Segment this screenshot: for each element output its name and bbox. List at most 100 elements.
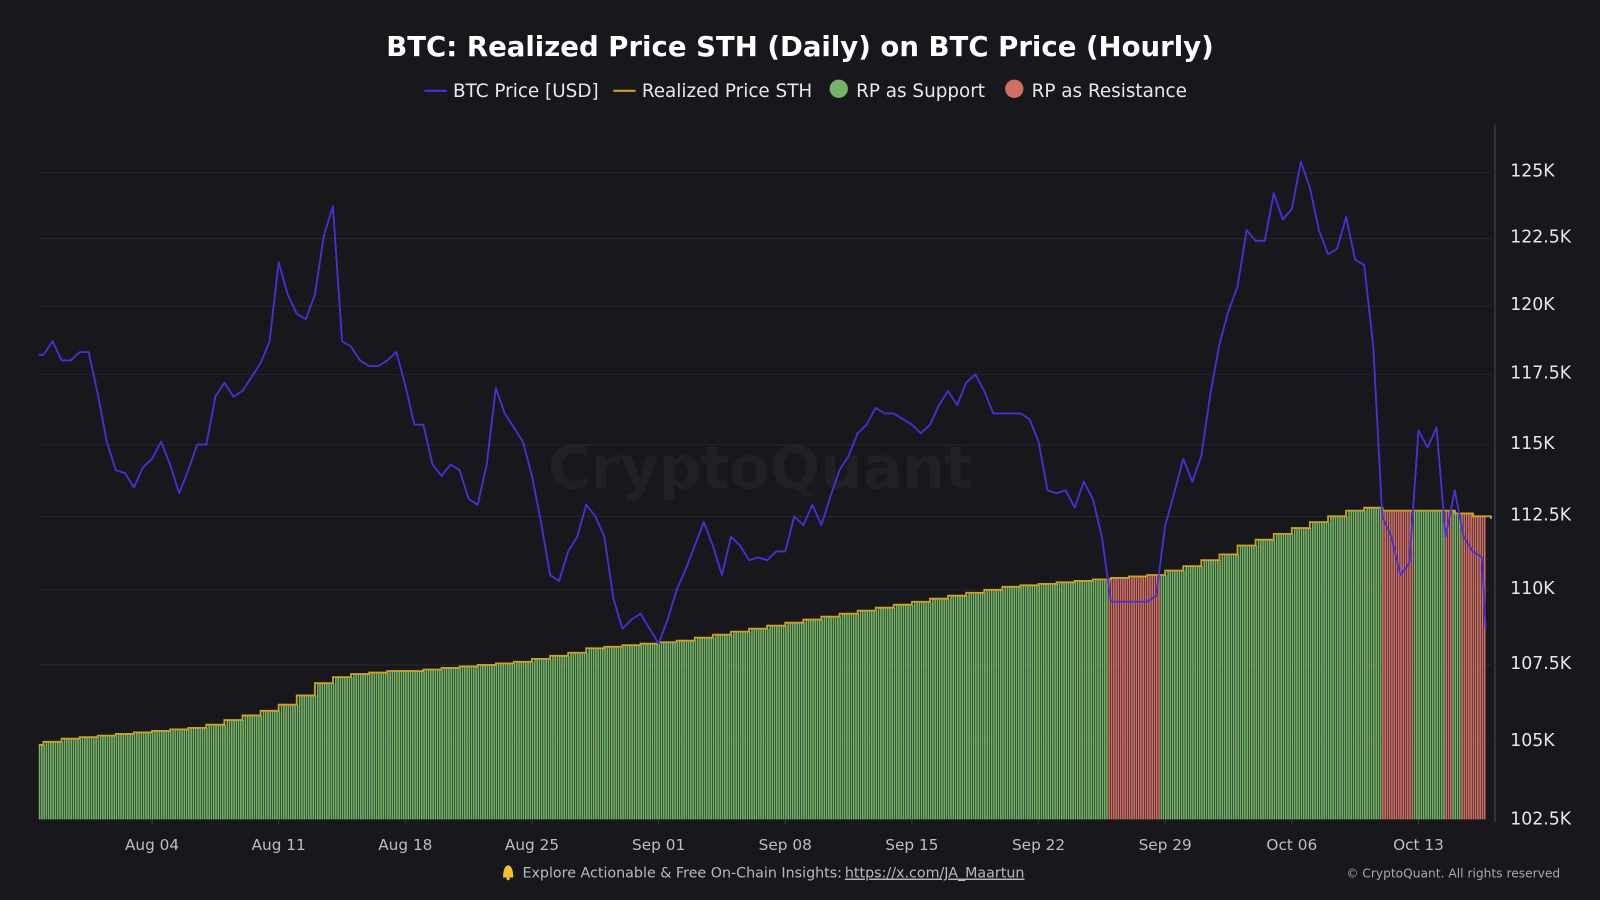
rp-support-bar <box>219 724 222 820</box>
rp-support-bar <box>990 589 993 820</box>
rp-support-bar <box>255 715 258 820</box>
watermark: CryptoQuant <box>548 433 973 502</box>
rp-support-bar <box>1038 585 1040 820</box>
rp-resistance-bar <box>1131 576 1133 820</box>
rp-support-bar <box>941 598 943 820</box>
rp-support-bar <box>1027 585 1029 820</box>
rp-support-bar <box>348 677 351 820</box>
rp-support-bar <box>1192 566 1194 820</box>
rp-support-bar <box>298 695 301 820</box>
rp-support-bar <box>427 669 430 820</box>
rp-support-bar <box>461 666 464 820</box>
rp-support-bar <box>502 663 505 820</box>
rp-resistance-bar <box>1483 516 1486 820</box>
rp-support-bar <box>1187 566 1190 820</box>
footer-link[interactable]: https://x.com/JA_Maartun <box>845 866 1025 882</box>
rp-support-bar <box>108 735 111 820</box>
rp-support-bar <box>773 625 776 820</box>
rp-support-bar <box>567 655 570 820</box>
rp-support-bar <box>604 648 606 820</box>
rp-support-bar <box>613 646 615 820</box>
rp-support-bar <box>52 741 54 820</box>
legend-item-rp-support[interactable]: RP as Support <box>829 79 985 102</box>
rp-support-bar <box>389 670 391 820</box>
rp-support-bar <box>1103 579 1106 820</box>
rp-support-bar <box>1076 580 1079 820</box>
rp-support-bar <box>685 640 688 820</box>
rp-resistance-bar <box>1391 510 1393 820</box>
rp-support-bar <box>902 604 905 820</box>
rp-support-bar <box>368 674 371 820</box>
legend-swatch-dot <box>829 79 848 98</box>
rp-support-bar <box>649 643 652 820</box>
rp-support-bar <box>375 672 378 820</box>
rp-support-bar <box>1345 516 1348 820</box>
rp-support-bar <box>766 628 769 820</box>
rp-support-bar <box>396 670 398 820</box>
rp-support-bar <box>884 607 887 820</box>
rp-support-bar <box>617 646 620 820</box>
rp-support-bar <box>430 669 432 820</box>
rp-support-bar <box>129 734 131 820</box>
rp-support-bar <box>111 735 113 820</box>
rp-resistance-bar <box>1402 510 1405 820</box>
rp-support-bar <box>1045 583 1047 820</box>
y-tick-label: 115K <box>1510 434 1555 454</box>
rp-support-bar <box>653 643 656 820</box>
rp-support-bar <box>303 695 306 820</box>
rp-support-bar <box>640 645 642 820</box>
rp-resistance-bar <box>1119 577 1122 820</box>
rp-support-bar <box>821 619 823 820</box>
rp-support-bar <box>1257 539 1260 820</box>
rp-support-bar <box>1056 583 1059 820</box>
rp-support-bar <box>212 724 215 820</box>
rp-support-bar <box>296 704 299 820</box>
rp-support-bar <box>1106 579 1108 820</box>
rp-support-bar <box>1185 566 1187 820</box>
rp-support-bar <box>746 631 749 820</box>
rp-support-bar <box>190 727 192 820</box>
rp-support-bar <box>359 674 362 820</box>
rp-support-bar <box>197 727 199 820</box>
rp-support-bar <box>1060 582 1063 820</box>
rp-support-bar <box>149 732 152 820</box>
rp-support-bar <box>552 655 554 820</box>
legend-item-btc-price[interactable]: BTC Price [USD] <box>424 81 599 102</box>
rp-support-bar <box>678 640 681 820</box>
rp-support-bar <box>703 637 706 820</box>
rp-support-bar <box>45 741 48 820</box>
rp-support-bar <box>233 720 235 820</box>
rp-support-bar <box>443 667 446 820</box>
rp-support-bar <box>156 730 159 820</box>
rp-support-bar <box>1364 510 1366 820</box>
rp-support-bar <box>1293 528 1296 820</box>
rp-support-bar <box>615 646 618 820</box>
legend-label: Realized Price STH <box>642 81 812 102</box>
rp-support-bar <box>1452 510 1454 820</box>
rp-support-bar <box>194 727 197 820</box>
rp-support-bar <box>868 610 871 820</box>
rp-support-bar <box>165 730 168 820</box>
rp-support-bar <box>590 648 593 820</box>
rp-support-bar <box>1042 583 1045 820</box>
rp-support-bar <box>366 674 369 820</box>
rp-support-bar <box>1350 510 1353 820</box>
legend-item-realized-price-sth[interactable]: Realized Price STH <box>613 81 812 102</box>
rp-support-bar <box>549 658 552 820</box>
rp-support-bar <box>837 616 839 820</box>
rp-support-bar <box>956 595 959 820</box>
rp-support-bar <box>131 734 134 820</box>
rp-support-bar <box>864 610 866 820</box>
rp-support-bar <box>434 669 437 820</box>
rp-support-bar <box>217 724 220 820</box>
rp-support-bar <box>1219 560 1221 820</box>
rp-support-bar <box>855 613 857 820</box>
rp-support-bar <box>445 667 448 820</box>
legend-item-rp-resistance[interactable]: RP as Resistance <box>1005 79 1187 102</box>
realized-price-sth-line <box>38 506 1493 746</box>
rp-support-bar <box>1198 566 1201 820</box>
rp-support-bar <box>798 622 801 820</box>
rp-resistance-bar <box>1474 516 1477 820</box>
rp-support-bar <box>1262 539 1264 820</box>
rp-support-bar <box>674 642 676 820</box>
